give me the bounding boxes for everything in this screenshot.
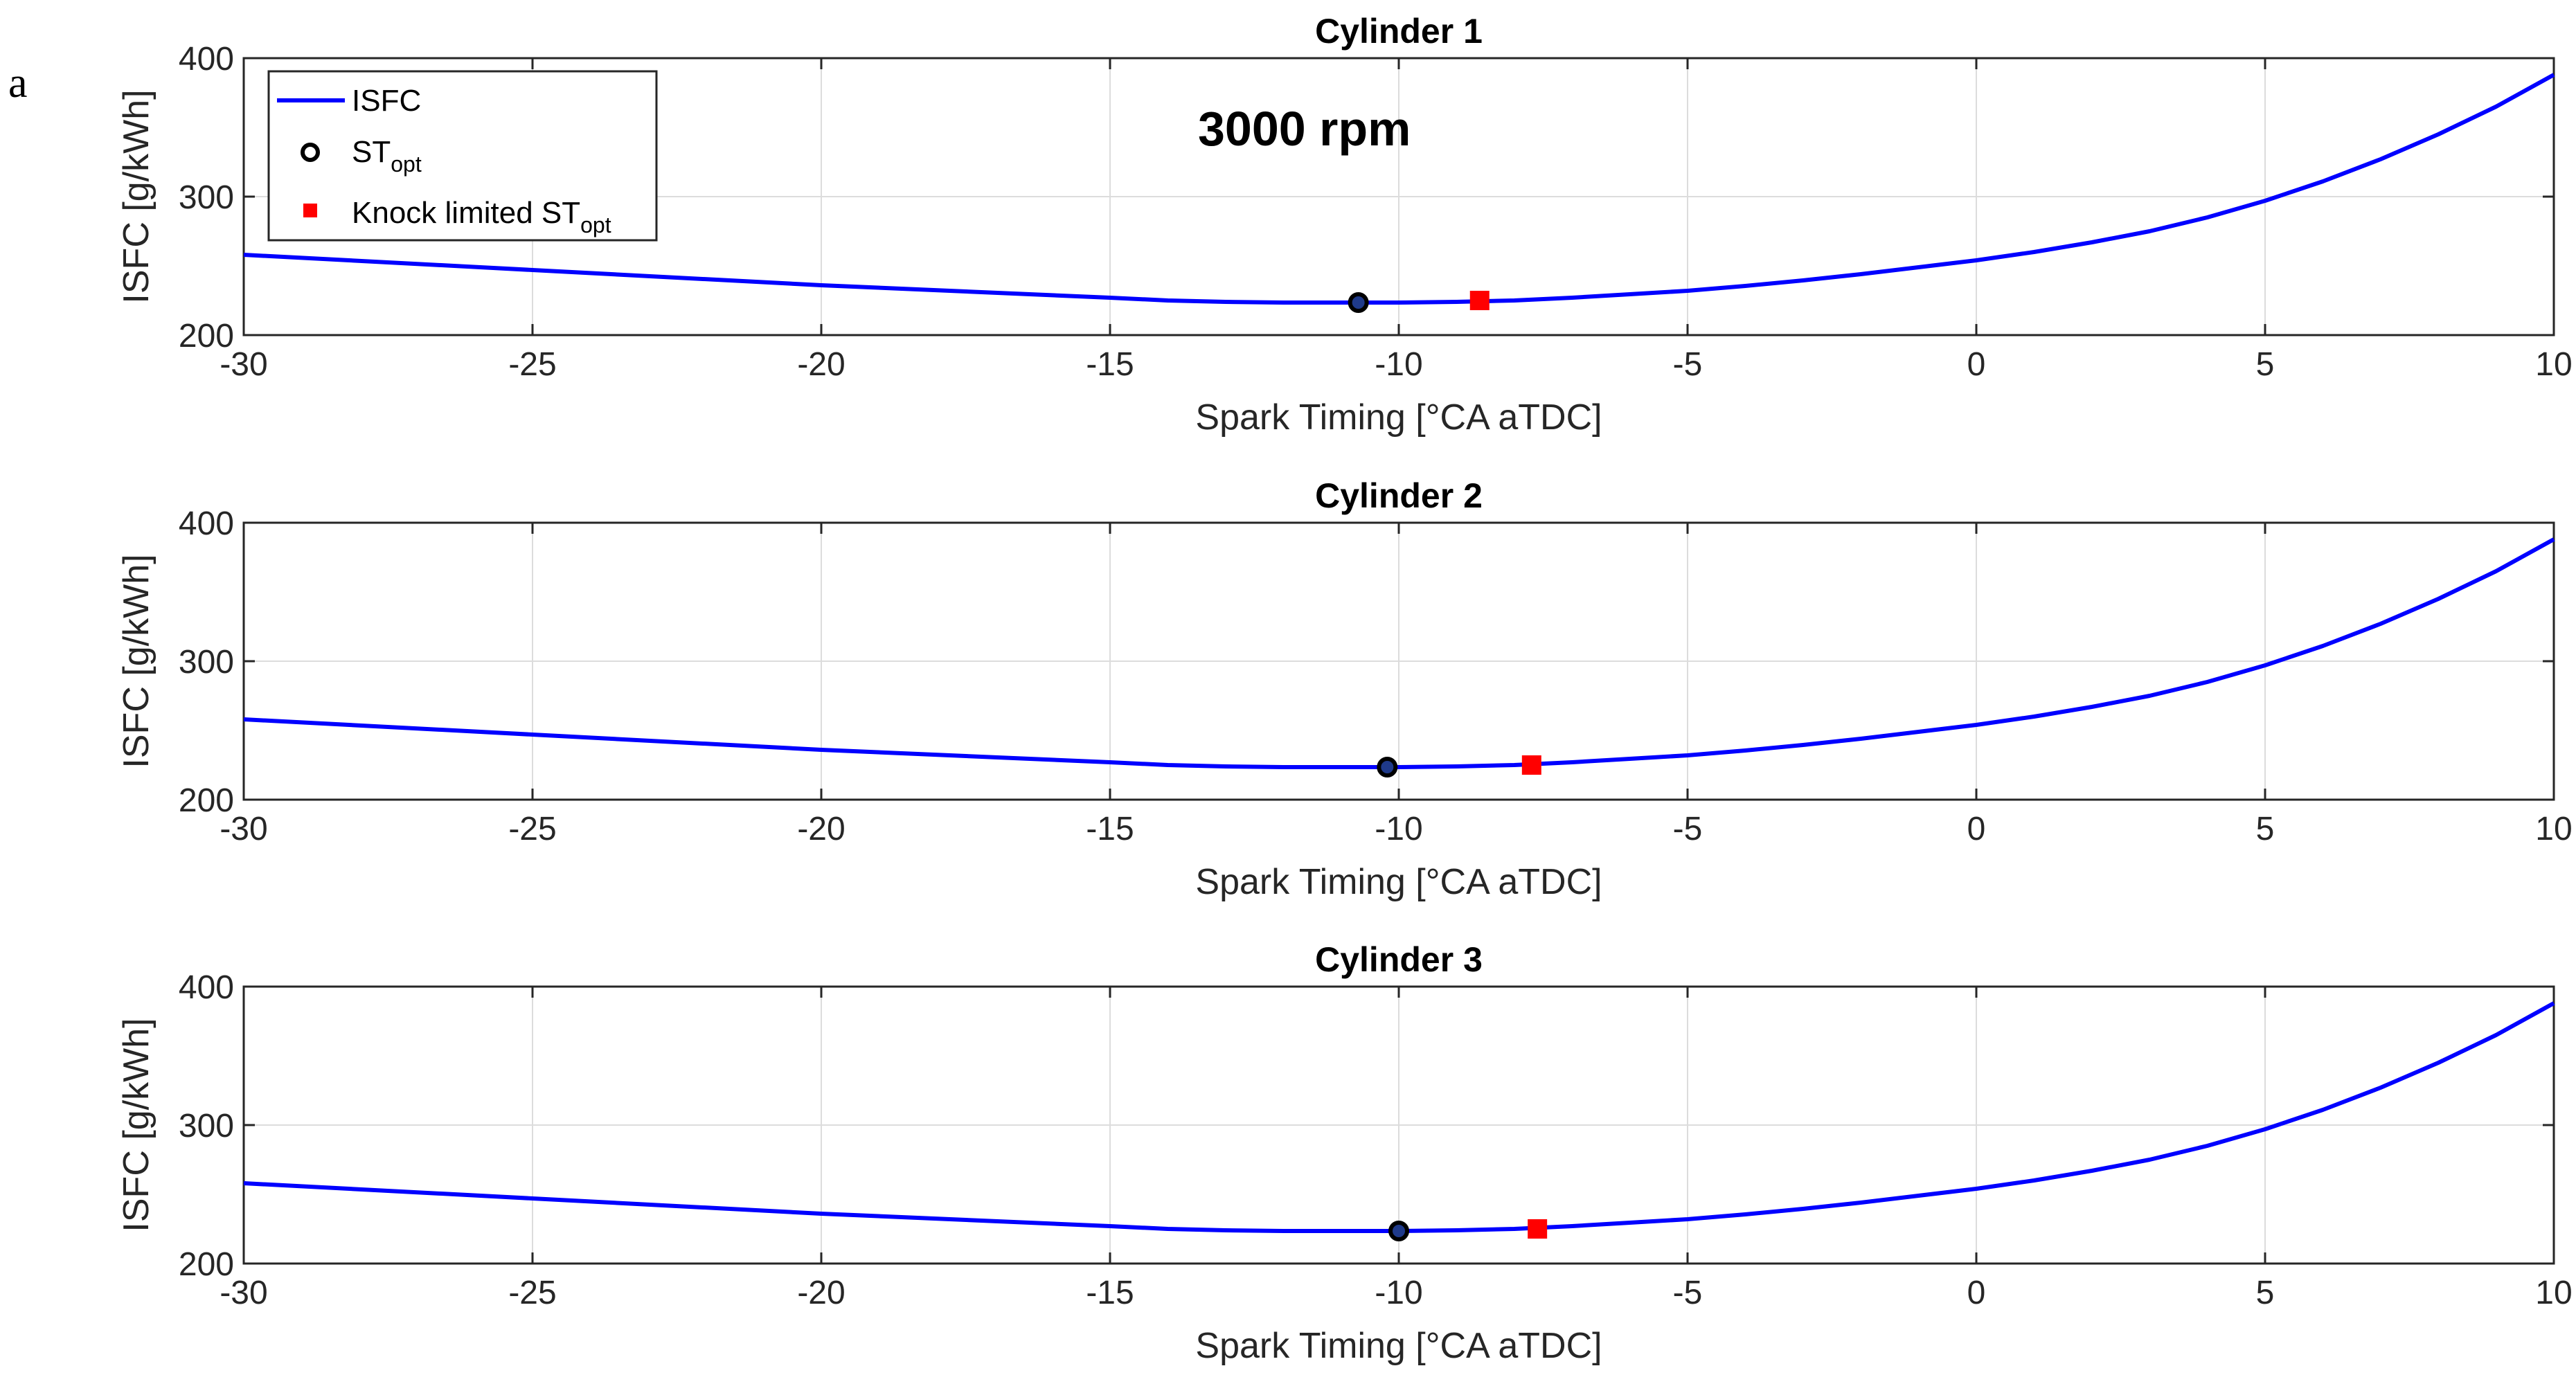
x-tick-label: -30 (220, 811, 267, 847)
y-tick-label: 200 (179, 782, 234, 819)
x-tick-label: -30 (220, 1275, 267, 1311)
x-axis-label: Spark Timing [°CA aTDC] (1195, 862, 1602, 902)
y-tick-label: 400 (179, 969, 234, 1006)
legend-entry-text: Knock limited ST (352, 196, 580, 230)
x-tick-label: 5 (2256, 1275, 2275, 1311)
x-tick-label: 10 (2535, 346, 2572, 383)
knock-limited-marker (1469, 291, 1490, 310)
st-opt-marker (1388, 1221, 1409, 1241)
legend-entry-label: STopt (352, 135, 422, 177)
x-tick-label: 0 (1967, 1275, 1986, 1311)
y-axis-label: ISFC [g/kWh] (116, 89, 156, 303)
rpm-annotation: 3000 rpm (1198, 102, 1411, 156)
x-tick-label: -20 (797, 811, 845, 847)
legend-knock-sample (303, 204, 317, 217)
y-tick-label: 200 (179, 1246, 234, 1283)
x-tick-label: -15 (1086, 346, 1134, 383)
x-tick-label: -10 (1375, 346, 1422, 383)
legend-entry-text: ISFC (352, 84, 421, 118)
x-tick-label: -25 (508, 346, 556, 383)
subplot-2: -30 -25 -20 -15 -10 -5 0 5 10 200 300 400 Cylinder 2… (116, 476, 2573, 902)
y-axis-label: ISFC [g/kWh] (116, 554, 156, 768)
x-tick-label: -10 (1375, 811, 1422, 847)
x-tick-label: -20 (797, 346, 845, 383)
y-tick-label: 300 (179, 644, 234, 681)
subplot-title: Cylinder 1 (1315, 12, 1483, 51)
x-tick-label: 10 (2535, 1275, 2572, 1311)
y-tick-label: 300 (179, 179, 234, 216)
st-opt-marker (1348, 292, 1369, 313)
x-tick-label: -5 (1673, 811, 1703, 847)
legend-entry-subscript: opt (580, 213, 611, 237)
panel-letter: a (8, 60, 28, 107)
x-tick-label: 0 (1967, 811, 1986, 847)
y-tick-label: 400 (179, 505, 234, 542)
legend-entry-text: ST (352, 135, 391, 169)
x-tick-label: -25 (508, 811, 556, 847)
y-tick-label: 200 (179, 318, 234, 354)
x-tick-label: -30 (220, 346, 267, 383)
subplot-3: -30 -25 -20 -15 -10 -5 0 5 10 200 300 400 Cylinder 3… (116, 940, 2573, 1366)
x-tick-label: -20 (797, 1275, 845, 1311)
subplot-title: Cylinder 3 (1315, 940, 1483, 979)
isfc-line (243, 73, 2555, 305)
isfc-line (243, 1001, 2555, 1233)
x-tick-label: 5 (2256, 811, 2275, 847)
legend-entry-subscript: opt (391, 152, 422, 177)
y-axis-label: ISFC [g/kWh] (116, 1018, 156, 1232)
x-axis-label: Spark Timing [°CA aTDC] (1195, 397, 1602, 438)
knock-limited-marker (1528, 1219, 1548, 1239)
x-tick-label: -10 (1375, 1275, 1422, 1311)
y-tick-label: 300 (179, 1108, 234, 1144)
x-tick-label: -15 (1086, 1275, 1134, 1311)
subplot-title: Cylinder 2 (1315, 476, 1483, 515)
legend-entry-label: Knock limited STopt (352, 196, 611, 237)
legend-st-opt-sample (301, 143, 320, 162)
x-tick-label: 5 (2256, 346, 2275, 383)
x-tick-label: -5 (1673, 1275, 1703, 1311)
x-tick-label: -5 (1673, 346, 1703, 383)
x-axis-label: Spark Timing [°CA aTDC] (1195, 1326, 1602, 1366)
x-tick-label: -25 (508, 1275, 556, 1311)
y-tick-label: 400 (179, 41, 234, 78)
st-opt-marker (1377, 757, 1398, 778)
plots-container: -30 -25 -20 -15 -10 -5 0 5 10 200 300 400 Cylinder 1… (116, 12, 2573, 1366)
x-tick-label: 10 (2535, 811, 2572, 847)
isfc-line (243, 537, 2555, 769)
legend-entry-label: ISFC (352, 84, 421, 118)
knock-limited-marker (1521, 755, 1541, 775)
x-tick-label: -15 (1086, 811, 1134, 847)
x-tick-label: 0 (1967, 346, 1986, 383)
